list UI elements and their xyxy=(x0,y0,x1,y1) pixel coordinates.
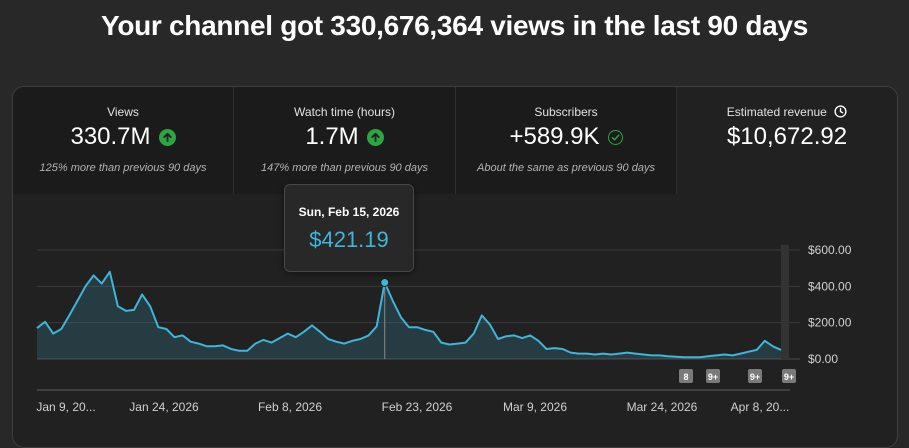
metric-value: +589.9K xyxy=(509,123,600,150)
arrow-up-icon xyxy=(366,128,384,146)
chart-scroll-region xyxy=(781,245,789,359)
metric-value: 330.7M xyxy=(70,123,151,150)
x-tick-label: Mar 24, 2026 xyxy=(627,400,698,414)
annotation-marker xyxy=(748,369,762,383)
y-tick-label: $400.00 xyxy=(808,279,852,293)
metric-label: Estimated revenue xyxy=(726,105,827,119)
y-tick-label: $0.00 xyxy=(808,352,838,366)
metric-tab-watch-time[interactable]: Watch time (hours) 1.7M 147% more than p… xyxy=(234,87,456,194)
y-tick-label: $600.00 xyxy=(808,243,852,257)
metric-comparison: About the same as previous 90 days xyxy=(477,162,655,174)
metric-value: 1.7M xyxy=(305,123,359,150)
annotation-marker xyxy=(679,369,693,383)
annotation-marker-label: 9+ xyxy=(750,372,760,382)
metric-label: Views xyxy=(107,105,139,119)
metric-label-row: Estimated revenue xyxy=(677,105,897,119)
metric-value: $10,672.92 xyxy=(726,123,848,150)
metric-tab-estimated-revenue[interactable]: Estimated revenue $10,672.92 xyxy=(677,87,897,194)
annotation-marker-label: 9+ xyxy=(708,372,718,382)
x-tick-label: Jan 24, 2026 xyxy=(129,400,199,414)
arrow-up-icon xyxy=(158,128,176,146)
tooltip-value: $421.19 xyxy=(309,227,389,252)
y-tick-label: $200.00 xyxy=(808,316,852,330)
highlight-point xyxy=(380,277,390,287)
chart-tooltip: Sun, Feb 15, 2026 $421.19 xyxy=(284,184,414,272)
metric-tab-subscribers[interactable]: Subscribers +589.9K About the same as pr… xyxy=(456,87,677,194)
metric-value-row: $10,672.92 xyxy=(677,123,897,151)
clock-icon xyxy=(834,105,847,118)
revenue-chart[interactable]: $600.00 $400.00 $200.00 $0.00 8 9+ 9+ 9+ Jan 9, … xyxy=(0,0,909,425)
series-area xyxy=(37,271,781,359)
x-tick-label: Feb 8, 2026 xyxy=(258,400,322,414)
metric-value-row: 330.7M xyxy=(13,123,233,151)
annotation-marker xyxy=(782,369,796,383)
x-tick-label: Mar 9, 2026 xyxy=(503,400,567,414)
metric-tab-views[interactable]: Views 330.7M 125% more than previous 90 … xyxy=(13,87,234,194)
series-line xyxy=(36,270,782,359)
metric-value-row: +589.9K xyxy=(456,123,676,151)
metric-comparison: 125% more than previous 90 days xyxy=(39,162,207,174)
x-tick-label: Feb 23, 2026 xyxy=(382,400,453,414)
metric-tabs: Views 330.7M 125% more than previous 90 … xyxy=(13,87,897,194)
x-tick-label: Apr 8, 20... xyxy=(731,400,790,414)
metric-label: Subscribers xyxy=(534,105,598,119)
metric-comparison: 147% more than previous 90 days xyxy=(261,162,428,174)
annotation-marker-label: 9+ xyxy=(784,372,794,382)
analytics-card: Views 330.7M 125% more than previous 90 … xyxy=(12,86,898,448)
tooltip-date: Sun, Feb 15, 2026 xyxy=(298,205,400,219)
metric-label: Watch time (hours) xyxy=(294,105,395,119)
x-tick-label: Jan 9, 20... xyxy=(36,400,95,414)
check-circle-icon xyxy=(607,129,623,145)
metric-value-row: 1.7M xyxy=(234,123,455,151)
annotation-marker xyxy=(706,369,720,383)
page-headline: Your channel got 330,676,364 views in th… xyxy=(101,10,808,41)
annotation-marker-label: 8 xyxy=(683,372,688,382)
